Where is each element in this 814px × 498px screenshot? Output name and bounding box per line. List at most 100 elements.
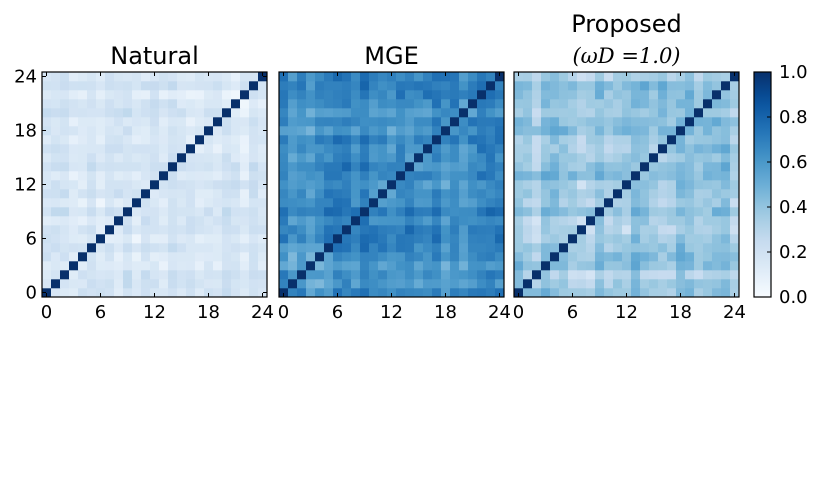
heatmap-cell xyxy=(694,279,704,289)
heatmap-cell xyxy=(159,288,169,298)
heatmap-cell xyxy=(105,108,115,118)
heatmap-cell xyxy=(703,117,713,127)
heatmap-cell xyxy=(532,108,542,118)
heatmap-cell xyxy=(423,252,433,262)
heatmap-cell xyxy=(222,162,232,172)
heatmap-cell xyxy=(685,117,695,127)
heatmap-cell xyxy=(351,126,361,136)
heatmap-cell xyxy=(676,198,686,208)
heatmap-cell xyxy=(595,126,605,136)
heatmap-cell xyxy=(159,279,169,289)
y-tick-label: 24 xyxy=(14,67,37,88)
heatmap-cell xyxy=(69,117,79,127)
heatmap-cell xyxy=(96,198,106,208)
heatmap-cell xyxy=(351,153,361,163)
heatmap-cell xyxy=(297,162,307,172)
heatmap-cell xyxy=(315,162,325,172)
heatmap-cell xyxy=(69,234,79,244)
heatmap-cell xyxy=(658,126,668,136)
heatmap-cell xyxy=(523,90,533,100)
heatmap-cell xyxy=(159,153,169,163)
heatmap-cell xyxy=(721,261,731,271)
heatmap-cell xyxy=(96,81,106,91)
heatmap-cell xyxy=(712,117,722,127)
heatmap-cell xyxy=(240,171,250,181)
heatmap-cell xyxy=(396,126,406,136)
heatmap-cell xyxy=(423,216,433,226)
heatmap-cell xyxy=(69,252,79,262)
heatmap-cell xyxy=(396,90,406,100)
x-tick-label: 12 xyxy=(615,302,638,323)
heatmap-cell xyxy=(69,135,79,145)
heatmap-cell xyxy=(240,234,250,244)
heatmap-cell xyxy=(378,171,388,181)
heatmap-cell xyxy=(378,216,388,226)
heatmap-cell xyxy=(532,261,542,271)
heatmap-cell xyxy=(240,189,250,199)
heatmap-cell xyxy=(231,225,241,235)
heatmap-cell xyxy=(150,99,160,109)
heatmap-cell xyxy=(459,72,469,82)
heatmap-cell xyxy=(550,126,560,136)
heatmap-cell xyxy=(297,216,307,226)
heatmap-cell xyxy=(297,252,307,262)
heatmap-cell xyxy=(231,207,241,217)
colorbar-frame xyxy=(753,71,772,298)
heatmap-cell xyxy=(640,252,650,262)
heatmap-cell xyxy=(279,117,289,127)
heatmap-cell xyxy=(459,99,469,109)
heatmap-cell xyxy=(694,180,704,190)
heatmap-cell xyxy=(532,171,542,181)
heatmap-cell xyxy=(450,279,460,289)
heatmap-cell xyxy=(342,189,352,199)
heatmap-cell xyxy=(42,135,52,145)
heatmap-cell xyxy=(186,198,196,208)
heatmap-cell xyxy=(360,225,370,235)
heatmap-cell xyxy=(42,189,52,199)
heatmap-cell xyxy=(595,243,605,253)
heatmap-cell xyxy=(550,144,560,154)
heatmap-cell xyxy=(432,234,442,244)
heatmap-cell xyxy=(604,81,614,91)
heatmap-cell xyxy=(640,81,650,91)
heatmap-cell xyxy=(721,288,731,298)
heatmap-cell xyxy=(114,252,124,262)
heatmap-cell xyxy=(96,189,106,199)
heatmap-cell xyxy=(604,90,614,100)
heatmap-cell xyxy=(658,207,668,217)
heatmap-cell xyxy=(577,189,587,199)
x-tick-label: 24 xyxy=(251,302,274,323)
heatmap-cell xyxy=(105,189,115,199)
heatmap-cell xyxy=(441,144,451,154)
heatmap-cell xyxy=(342,153,352,163)
heatmap-cell xyxy=(730,171,740,181)
colorbar-tick-label: 0.8 xyxy=(779,107,808,128)
heatmap-cell xyxy=(69,207,79,217)
heatmap-cell xyxy=(414,99,424,109)
heatmap-cell xyxy=(258,216,268,226)
heatmap-cell xyxy=(213,216,223,226)
heatmap-cell xyxy=(667,108,677,118)
heatmap-cell xyxy=(721,126,731,136)
heatmap-cell xyxy=(423,135,433,145)
heatmap-cell xyxy=(468,270,478,280)
heatmap-cell xyxy=(141,72,151,82)
heatmap-cell xyxy=(360,243,370,253)
heatmap-cell xyxy=(730,189,740,199)
heatmap-cell xyxy=(477,117,487,127)
heatmap-cell xyxy=(105,90,115,100)
heatmap-cell xyxy=(195,279,205,289)
heatmap-cell xyxy=(640,144,650,154)
heatmap-cell xyxy=(150,270,160,280)
heatmap-cell xyxy=(450,225,460,235)
heatmap-cell xyxy=(703,108,713,118)
heatmap-cell xyxy=(87,81,97,91)
heatmap-cell xyxy=(333,135,343,145)
heatmap-cell xyxy=(360,279,370,289)
heatmap-cell xyxy=(595,180,605,190)
heatmap-cell xyxy=(640,198,650,208)
heatmap-cell xyxy=(150,108,160,118)
heatmap-cell xyxy=(297,144,307,154)
heatmap-cell xyxy=(342,144,352,154)
